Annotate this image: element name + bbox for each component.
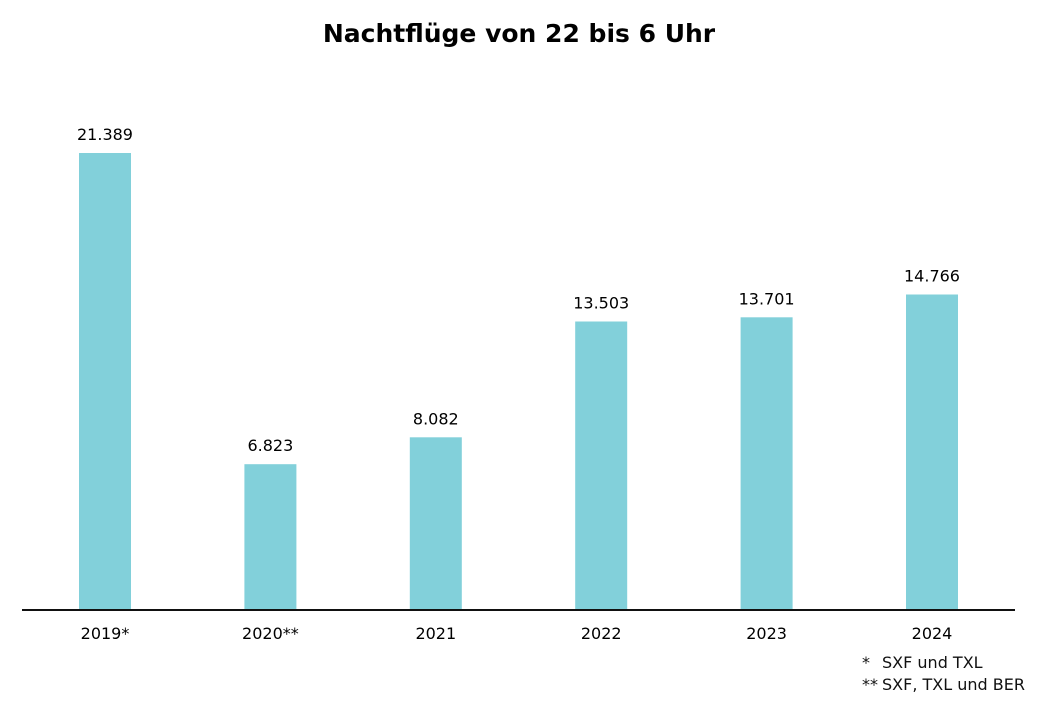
footnotes: * SXF und TXL ** SXF, TXL und BER <box>862 652 1025 696</box>
footnote-2-mark: ** <box>862 675 878 694</box>
chart-title: Nachtflüge von 22 bis 6 Uhr <box>323 19 716 48</box>
footnote-2-text: SXF, TXL und BER <box>882 675 1025 694</box>
x-tick-label-2: 2021 <box>415 624 456 643</box>
footnote-2: ** SXF, TXL und BER <box>862 674 1025 696</box>
x-tick-label-4: 2023 <box>746 624 787 643</box>
bar-3 <box>575 321 628 610</box>
bars-group <box>79 153 958 610</box>
x-tick-labels-group: 2019* 2020** 2021 2022 2023 2024 <box>81 624 953 643</box>
value-label-5: 14.766 <box>904 267 960 286</box>
bar-4 <box>740 317 793 610</box>
value-labels-group: 21.389 6.823 8.082 13.503 13.701 14.766 <box>77 125 960 455</box>
footnote-1: * SXF und TXL <box>862 652 1025 674</box>
x-tick-label-5: 2024 <box>912 624 953 643</box>
value-label-2: 8.082 <box>413 409 459 428</box>
x-tick-label-1: 2020** <box>242 624 299 643</box>
footnote-1-text: SXF und TXL <box>882 653 983 672</box>
bar-1 <box>244 464 297 610</box>
value-label-0: 21.389 <box>77 125 133 144</box>
bar-2 <box>409 437 462 610</box>
value-label-4: 13.701 <box>739 289 795 308</box>
value-label-3: 13.503 <box>573 294 629 313</box>
footnote-1-mark: * <box>862 653 870 672</box>
x-tick-label-0: 2019* <box>81 624 130 643</box>
bar-0 <box>79 153 131 610</box>
value-label-1: 6.823 <box>247 436 293 455</box>
bar-5 <box>906 294 958 610</box>
x-tick-label-3: 2022 <box>581 624 622 643</box>
